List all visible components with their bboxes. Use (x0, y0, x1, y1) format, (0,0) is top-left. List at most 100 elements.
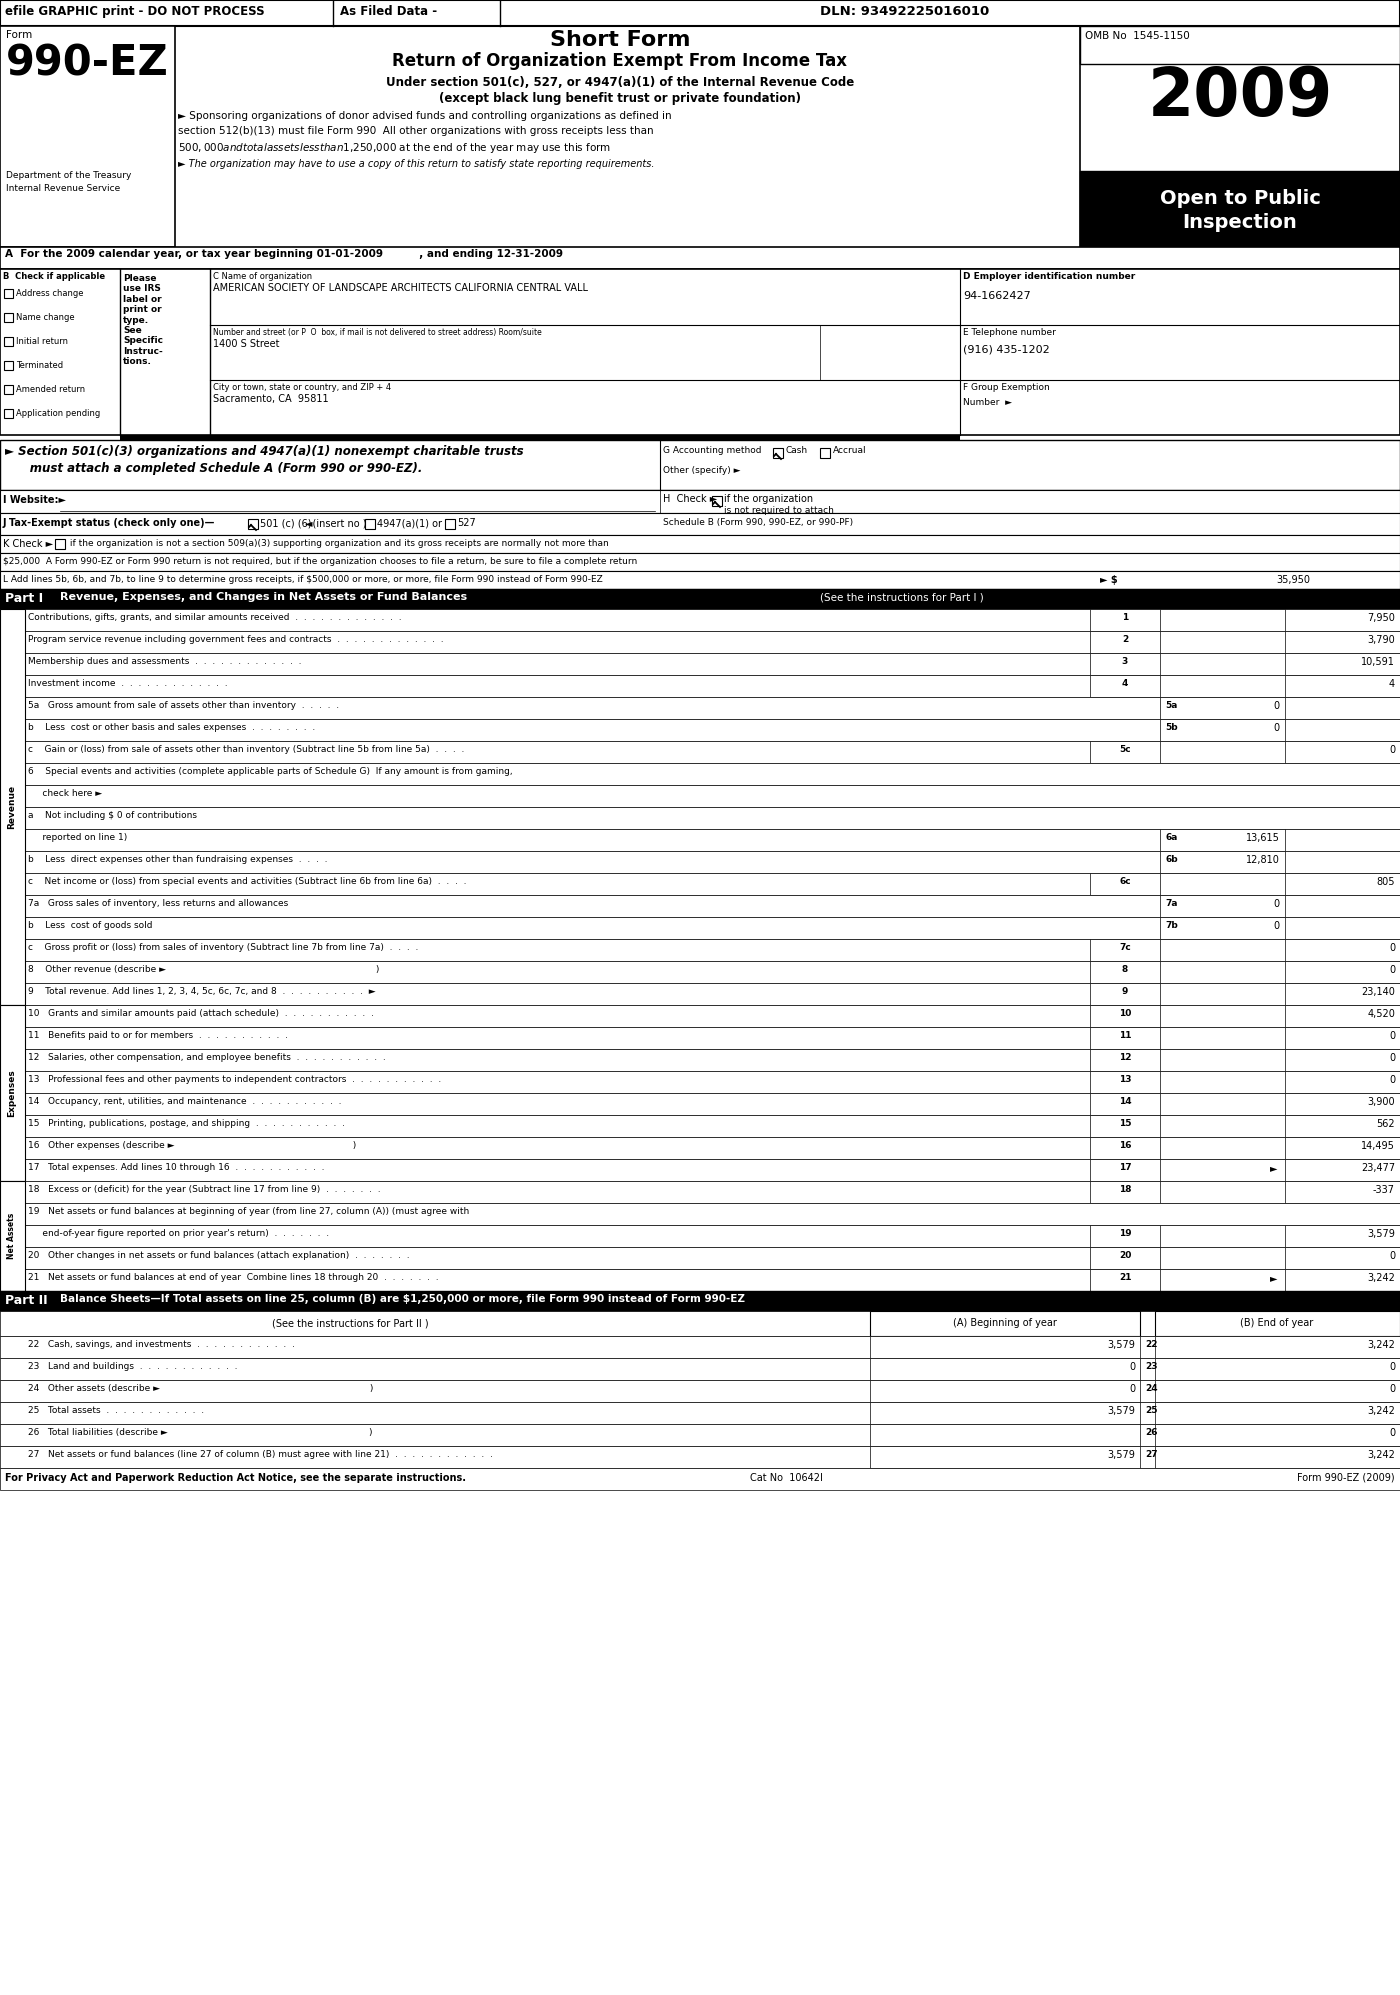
Bar (0, 918, 1400, 940)
Text: City or town, state or country, and ZIP + 4: City or town, state or country, and ZIP … (213, 383, 391, 391)
Text: 0: 0 (1389, 966, 1394, 976)
Bar (0, 1071, 1400, 1093)
Text: 12   Salaries, other compensation, and employee benefits  .  .  .  .  .  .  .  .: 12 Salaries, other compensation, and emp… (28, 1053, 386, 1061)
Text: 0: 0 (1389, 1251, 1394, 1261)
Text: 0: 0 (1128, 1363, 1135, 1373)
Bar (0, 1005, 1400, 1027)
Text: 23   Land and buildings  .  .  .  .  .  .  .  .  .  .  .  .: 23 Land and buildings . . . . . . . . . … (28, 1363, 238, 1371)
Text: 0: 0 (1389, 1428, 1394, 1438)
Text: 0: 0 (1389, 1385, 1394, 1395)
Text: 3,790: 3,790 (1368, 634, 1394, 644)
Text: ►: ► (1270, 1273, 1277, 1283)
Text: 19   Net assets or fund balances at beginning of year (from line 27, column (A)): 19 Net assets or fund balances at beginn… (28, 1207, 469, 1217)
Text: if the organization: if the organization (724, 495, 813, 505)
Bar (0, 1159, 1400, 1181)
Text: 3,579: 3,579 (1368, 1229, 1394, 1239)
Bar (0, 535, 1400, 553)
Bar (0, 1137, 1400, 1159)
Bar (0, 1291, 1400, 1311)
Text: Part I: Part I (6, 593, 43, 604)
Bar (1091, 1071, 1161, 1093)
Bar (869, 1359, 1140, 1381)
Text: 23: 23 (1145, 1363, 1158, 1371)
Text: 6a: 6a (1165, 834, 1177, 842)
Bar (1285, 1247, 1400, 1269)
Text: Number and street (or P  O  box, if mail is not delivered to street address) Roo: Number and street (or P O box, if mail i… (213, 327, 542, 337)
Bar (1285, 1181, 1400, 1203)
Text: DLN: 93492225016010: DLN: 93492225016010 (820, 6, 990, 18)
Bar (1285, 1005, 1400, 1027)
Text: 17: 17 (1119, 1163, 1131, 1171)
Text: check here ►: check here ► (28, 788, 102, 798)
Text: must attach a completed Schedule A (Form 990 or 990-EZ).: must attach a completed Schedule A (Form… (6, 463, 423, 475)
Bar (1091, 1269, 1161, 1291)
Text: I Website:►: I Website:► (3, 495, 66, 505)
Bar (1091, 1049, 1161, 1071)
Bar (0, 874, 1400, 896)
Text: (A) Beginning of year: (A) Beginning of year (953, 1319, 1057, 1329)
Bar (1161, 718, 1285, 740)
Text: H  Check ►: H Check ► (664, 495, 717, 505)
Text: 6b: 6b (1165, 856, 1177, 864)
Text: OMB No  1545-1150: OMB No 1545-1150 (1085, 32, 1190, 42)
Text: c    Gross profit or (loss) from sales of inventory (Subtract line 7b from line : c Gross profit or (loss) from sales of i… (28, 944, 419, 952)
Bar (1091, 652, 1161, 674)
Text: 4,520: 4,520 (1368, 1009, 1394, 1019)
Text: if the organization is not a section 509(a)(3) supporting organization and its g: if the organization is not a section 509… (67, 539, 609, 549)
Bar (0, 830, 1400, 852)
Bar (0, 1446, 1400, 1468)
Text: b    Less  cost of goods sold: b Less cost of goods sold (28, 922, 153, 930)
Text: AMERICAN SOCIETY OF LANDSCAPE ARCHITECTS CALIFORNIA CENTRAL VALL: AMERICAN SOCIETY OF LANDSCAPE ARCHITECTS… (213, 283, 588, 293)
Bar (1285, 1027, 1400, 1049)
Bar (1161, 852, 1285, 874)
Text: end-of-year figure reported on prior year's return)  .  .  .  .  .  .  .: end-of-year figure reported on prior yea… (28, 1229, 329, 1239)
Text: 1: 1 (1121, 612, 1128, 622)
Text: 3,579: 3,579 (1107, 1341, 1135, 1351)
Bar (248, 519, 258, 529)
Bar (869, 1446, 1140, 1468)
Text: 27   Net assets or fund balances (line 27 of column (B) must agree with line 21): 27 Net assets or fund balances (line 27 … (28, 1450, 493, 1458)
Bar (773, 449, 783, 459)
Text: Number  ►: Number ► (963, 397, 1012, 407)
Text: 3,242: 3,242 (1368, 1406, 1394, 1416)
Bar (1285, 1225, 1400, 1247)
Text: 3,579: 3,579 (1107, 1406, 1135, 1416)
Text: 10,591: 10,591 (1361, 656, 1394, 666)
Bar (0, 1468, 1400, 1490)
Text: 3,579: 3,579 (1107, 1450, 1135, 1460)
Text: 7,950: 7,950 (1368, 612, 1394, 622)
Bar (0, 1181, 25, 1291)
Bar (1091, 630, 1161, 652)
Text: 6    Special events and activities (complete applicable parts of Schedule G)  If: 6 Special events and activities (complet… (28, 766, 512, 776)
Text: (916) 435-1202: (916) 435-1202 (963, 345, 1050, 355)
Bar (1285, 1071, 1400, 1093)
Bar (0, 553, 1400, 571)
Text: Initial return: Initial return (15, 337, 69, 345)
Bar (1285, 1115, 1400, 1137)
Text: 501 (c) (6): 501 (c) (6) (260, 519, 311, 529)
Bar (1091, 1159, 1161, 1181)
Text: 94-1662427: 94-1662427 (963, 291, 1030, 301)
Bar (0, 26, 175, 247)
Text: 13   Professional fees and other payments to independent contractors  .  .  .  .: 13 Professional fees and other payments … (28, 1075, 441, 1083)
Text: ► Section 501(c)(3) organizations and 4947(a)(1) nonexempt charitable trusts: ► Section 501(c)(3) organizations and 49… (6, 445, 524, 459)
Text: 5c: 5c (1119, 744, 1131, 754)
Bar (1155, 1359, 1400, 1381)
Text: 13: 13 (1119, 1075, 1131, 1083)
Bar (1285, 740, 1400, 762)
Text: 35,950: 35,950 (1275, 575, 1310, 585)
Bar (713, 497, 722, 507)
Bar (0, 1181, 1400, 1203)
Bar (1285, 674, 1400, 696)
Bar (0, 1269, 1400, 1291)
Text: ► Sponsoring organizations of donor advised funds and controlling organizations : ► Sponsoring organizations of donor advi… (178, 112, 672, 122)
Bar (4, 289, 13, 297)
Text: 12: 12 (1119, 1053, 1131, 1061)
Bar (869, 1381, 1140, 1402)
Text: Internal Revenue Service: Internal Revenue Service (6, 184, 120, 194)
Text: c    Net income or (loss) from special events and activities (Subtract line 6b f: c Net income or (loss) from special even… (28, 878, 466, 886)
Bar (1155, 1424, 1400, 1446)
Bar (1285, 1049, 1400, 1071)
Bar (0, 740, 1400, 762)
Bar (0, 674, 1400, 696)
